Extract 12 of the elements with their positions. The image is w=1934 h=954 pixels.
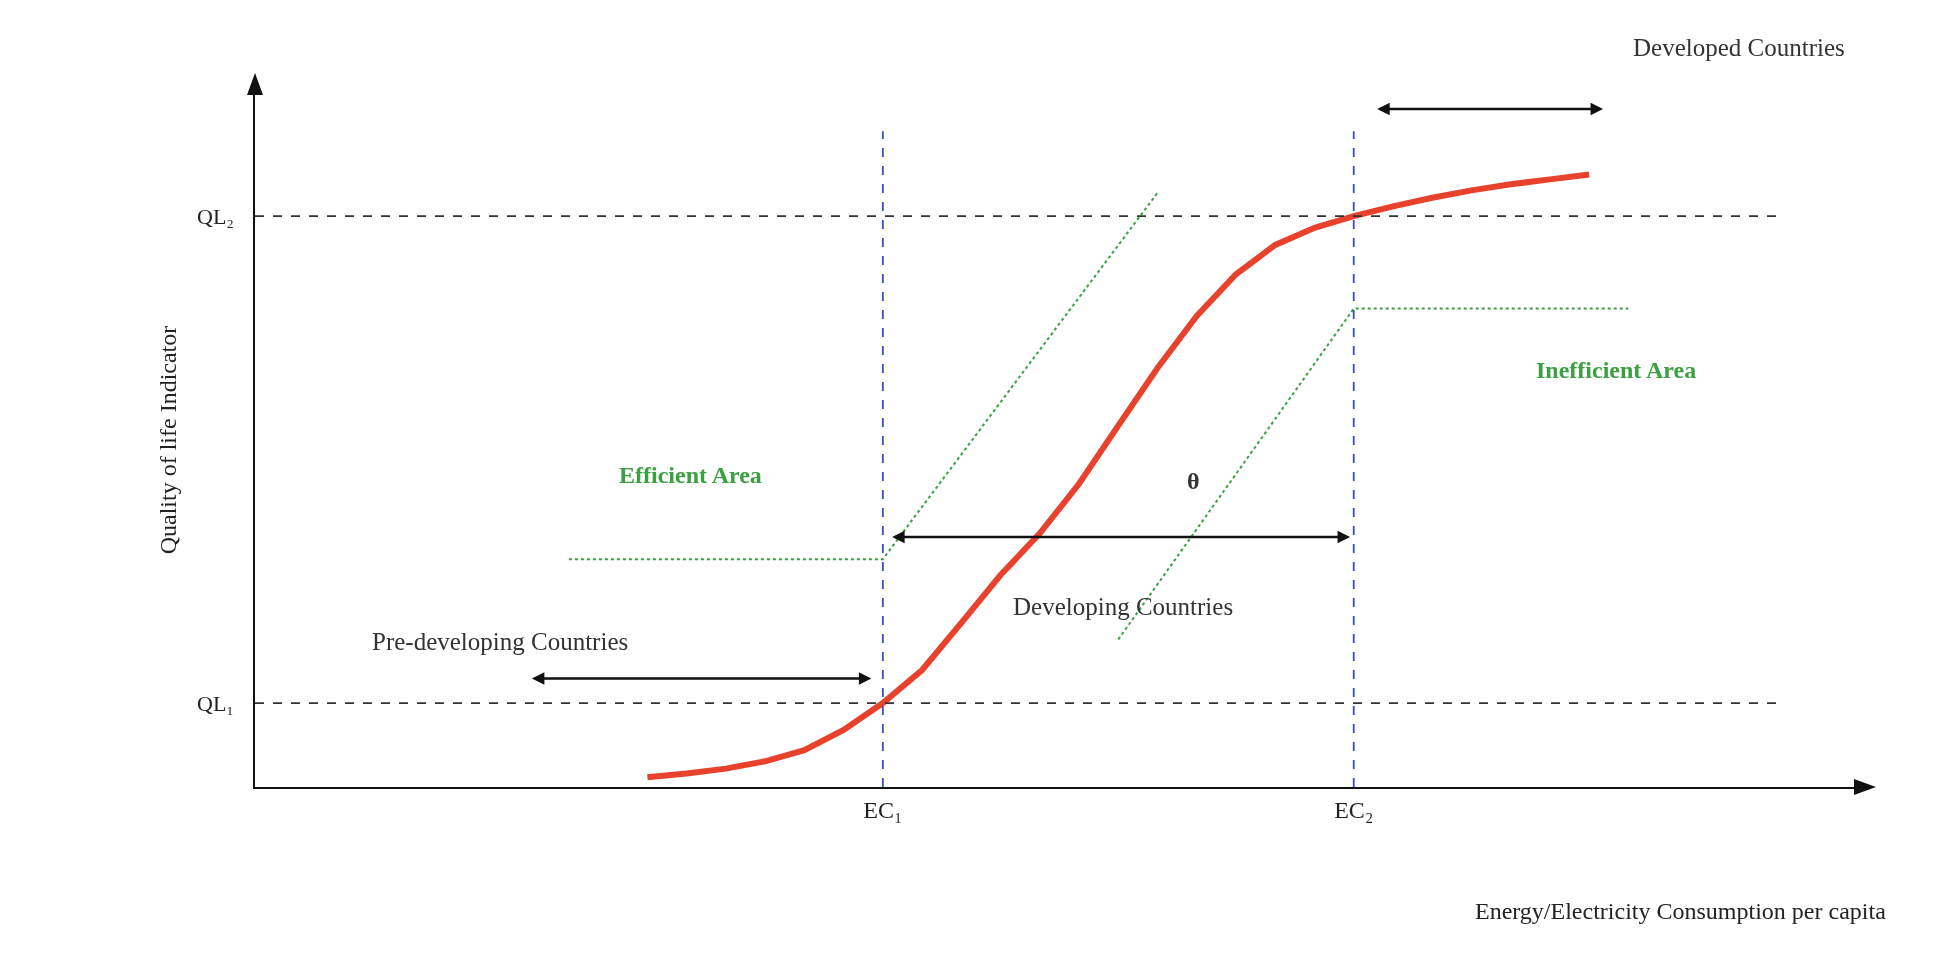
annotation: Inefficient Area [1536,357,1697,383]
x-tick-label: EC₂ [1334,796,1374,823]
x-tick-label: EC₁ [863,796,903,823]
ref-line-label: QL₂ [197,204,234,229]
annotation: Developing Countries [1013,593,1234,620]
y-axis-title: Quality of life Indicator [154,325,181,555]
annotation: θ [1187,468,1200,494]
text: Developed Countries [1633,34,1845,61]
annotation: Pre-developing Countries [372,628,629,655]
ref-line-label: QL₁ [197,691,234,716]
annotation: Efficient Area [619,462,762,488]
x-axis-title: Energy/Electricity Consumption per capita [1475,898,1887,924]
